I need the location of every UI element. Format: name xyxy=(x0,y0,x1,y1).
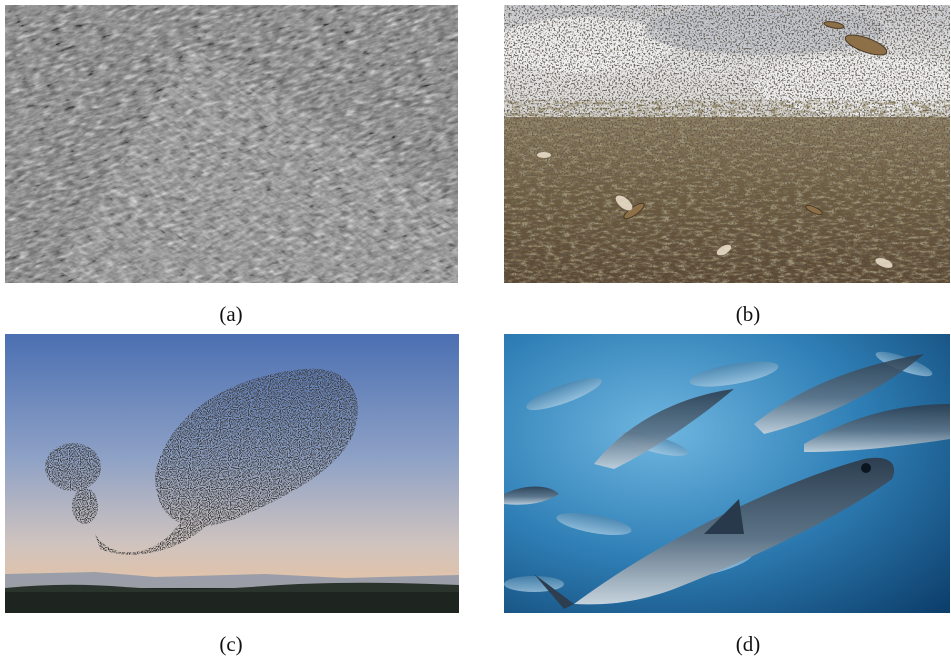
caption-c: (c) xyxy=(219,632,243,656)
caption-b: (b) xyxy=(735,302,761,326)
locust-swarm-image xyxy=(504,5,950,283)
bacteria-swarm-image xyxy=(5,5,458,283)
starling-murmuration-image xyxy=(5,334,459,613)
caption-a: (a) xyxy=(219,302,243,326)
caption-d: (d) xyxy=(735,632,761,656)
tuna-school-image xyxy=(504,334,950,613)
large-tuna xyxy=(534,457,895,609)
